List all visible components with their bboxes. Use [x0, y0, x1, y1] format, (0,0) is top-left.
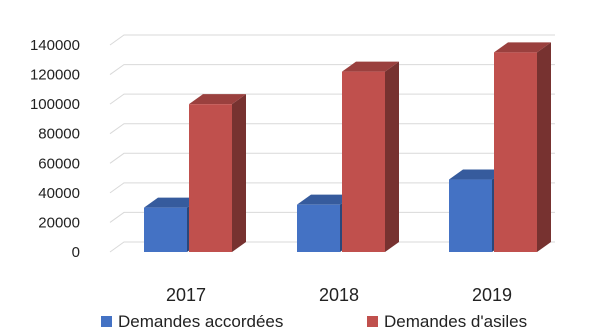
y-axis-ticks: 0 20000 40000 60000 80000 100000 120000 140000 — [30, 37, 80, 261]
bar-asiles-2019 — [494, 42, 551, 253]
bar-front — [297, 204, 340, 252]
legend-label: Demandes d'asiles — [384, 312, 527, 331]
bar-side — [385, 61, 399, 252]
legend-item: Demandes d'asiles — [367, 312, 527, 331]
y-tick-label: 140000 — [30, 37, 80, 54]
y-tick-label: 40000 — [38, 185, 80, 202]
bar-top — [494, 42, 551, 53]
gridline — [109, 152, 555, 164]
y-tick-label: 120000 — [30, 67, 80, 84]
bar-top — [144, 197, 201, 208]
gridline — [109, 182, 555, 194]
y-tick-label: 20000 — [38, 214, 80, 231]
legend: Demandes accordées Demandes d'asiles — [101, 312, 527, 331]
bar-front — [144, 207, 187, 252]
legend-swatch — [101, 316, 112, 327]
bars — [144, 42, 551, 253]
legend-label: Demandes accordées — [118, 312, 283, 331]
bar-top — [297, 194, 354, 205]
gridline — [109, 123, 555, 135]
bar-front — [189, 104, 232, 253]
bar-top — [449, 169, 506, 180]
gridline — [109, 211, 555, 223]
y-tick-label: 60000 — [38, 155, 80, 172]
gridlines — [109, 34, 555, 253]
y-tick-label: 0 — [72, 244, 80, 261]
gridline — [109, 93, 555, 105]
gridline — [109, 241, 555, 253]
legend-swatch — [367, 316, 378, 327]
bar-asiles-2017 — [189, 94, 246, 253]
gridline — [109, 64, 555, 75]
bar-front — [449, 179, 492, 252]
gridline — [109, 34, 555, 46]
x-tick-label: 2018 — [319, 285, 359, 305]
y-tick-label: 100000 — [30, 96, 80, 113]
x-tick-label: 2019 — [472, 285, 512, 305]
bar-side — [537, 42, 551, 253]
bar-side — [232, 94, 246, 253]
bar-asiles-2018 — [342, 61, 399, 252]
x-tick-label: 2017 — [166, 285, 206, 305]
y-tick-label: 80000 — [38, 126, 80, 143]
bar-top — [342, 61, 399, 72]
bar-front — [494, 52, 537, 253]
bar-top — [189, 94, 246, 105]
bar-front — [342, 71, 385, 252]
x-axis-ticks: 2017 2018 2019 — [166, 285, 512, 305]
legend-item: Demandes accordées — [101, 312, 283, 331]
